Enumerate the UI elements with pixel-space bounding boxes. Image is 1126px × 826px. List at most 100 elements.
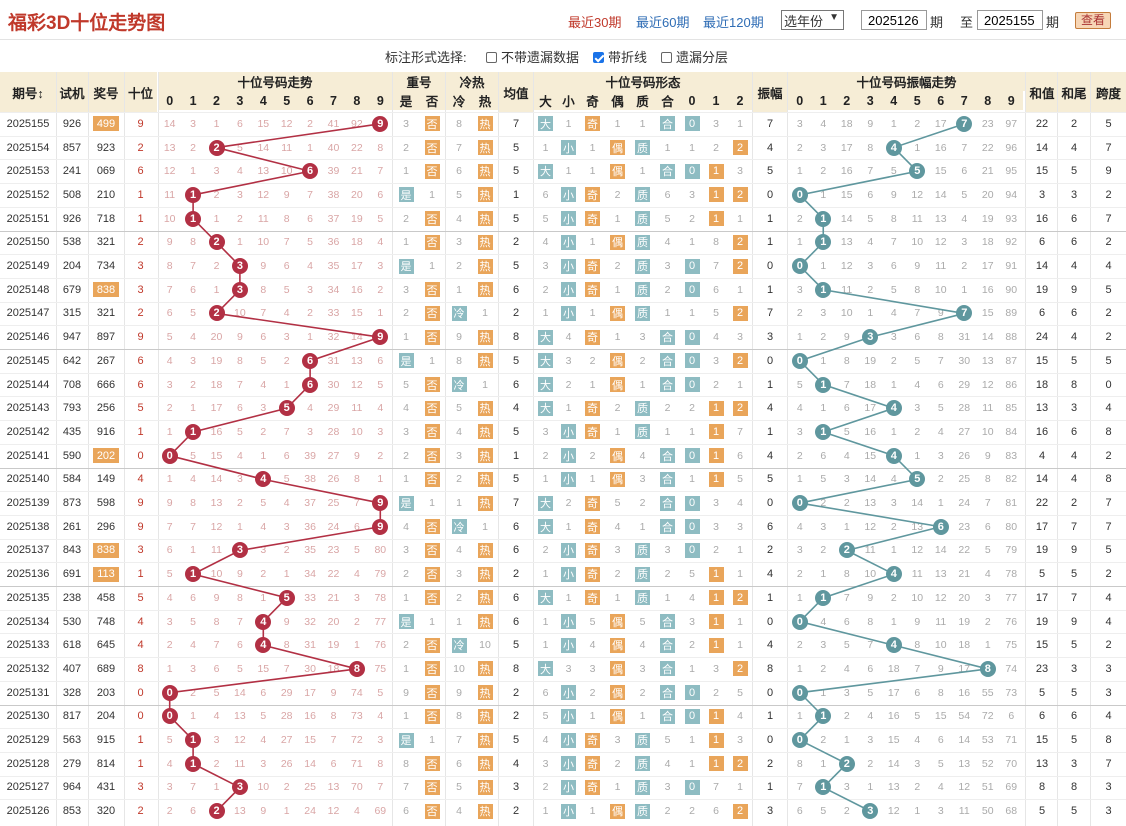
form-cell: 4 [580, 633, 605, 657]
form-value: 2 [689, 212, 695, 225]
amp-miss: 23 [981, 117, 994, 130]
period-60-link[interactable]: 最近60期 [636, 15, 690, 30]
amp-miss: 2 [843, 805, 850, 818]
amp-miss: 19 [958, 615, 971, 628]
trend-miss: 8 [330, 710, 337, 723]
year-select[interactable]: 选年份 ▼ [781, 10, 844, 30]
form-value: 3 [614, 734, 621, 747]
checkbox-layered[interactable] [661, 52, 672, 63]
repeat-value: 否 [424, 590, 440, 606]
trend-miss: 9 [236, 568, 243, 581]
hotcold-value: 10 [453, 662, 465, 675]
form-cell: 质 [630, 799, 655, 823]
option-no-miss[interactable]: 不带遗漏数据 [486, 47, 579, 66]
hotcold-value: 热 [477, 756, 493, 772]
repeat-value: 是 [398, 732, 414, 748]
form-value: 2 [664, 568, 671, 581]
tens-cell: 2 [137, 236, 144, 249]
option-polyline[interactable]: 带折线 [593, 47, 647, 66]
form-value: 0 [684, 519, 700, 535]
amp-miss: 2 [796, 449, 803, 462]
form-value: 1 [542, 805, 549, 818]
trend-miss: 23 [327, 544, 340, 557]
form-value: 2 [614, 402, 621, 415]
tens-cell: 5 [137, 591, 144, 604]
group-separator [0, 230, 1126, 232]
test-cell: 508 [62, 188, 82, 201]
form-value: 大 [538, 400, 553, 416]
hotcold-cell: 6 [446, 752, 472, 776]
amp-miss: 12 [887, 805, 900, 818]
amp-cell: 1 [766, 591, 774, 604]
hotcold-cell: 热 [472, 728, 498, 752]
amp-miss: 5 [914, 354, 921, 367]
form-cell: 3 [704, 112, 728, 136]
form-value: 3 [737, 331, 743, 344]
form-cell: 5 [704, 302, 728, 326]
form-value: 小 [561, 756, 576, 772]
form-cell: 3 [728, 728, 752, 752]
form-value: 质 [635, 305, 650, 321]
column-divider [88, 72, 89, 826]
view-button[interactable]: 查看 [1075, 12, 1111, 29]
form-cell: 1 [704, 752, 728, 776]
trend-miss: 3 [190, 354, 196, 367]
period-120-link[interactable]: 最近120期 [703, 15, 764, 30]
form-cell: 0 [680, 159, 704, 183]
trend-miss: 9 [330, 686, 337, 699]
amp-miss: 11 [958, 805, 970, 818]
trend-miss: 1 [213, 212, 220, 225]
repeat-value: 否 [424, 519, 440, 535]
form-cell: 合 [655, 610, 680, 634]
col-issue[interactable]: 期号↕ [0, 72, 56, 112]
hotcold-value: 冷 [451, 377, 467, 393]
amp-miss: 17 [981, 260, 994, 273]
from-issue-input[interactable] [861, 10, 927, 30]
form-value: 1 [542, 639, 549, 652]
trend-miss: 1 [190, 710, 196, 723]
repeat-cell: 8 [393, 752, 419, 776]
top-bar: 福彩3D十位走势图 最近30期 最近60期 最近120期 选年份▼ 期 至 期 … [0, 0, 1126, 40]
amp-miss: 6 [867, 188, 874, 201]
form-value: 1 [614, 283, 621, 296]
amp-miss: 2 [796, 141, 803, 154]
trend-ball: 1 [185, 755, 202, 772]
amp-miss: 14 [934, 188, 947, 201]
tens-cell: 8 [137, 662, 144, 675]
trend-miss: 32 [304, 615, 316, 628]
amp-miss: 6 [796, 805, 803, 818]
form-cell: 3 [534, 254, 557, 278]
trend-miss: 3 [236, 188, 243, 201]
repeat-cell: 1 [419, 183, 445, 207]
to-issue-input[interactable] [977, 10, 1043, 30]
hotcold-value: 9 [456, 686, 462, 699]
checkbox-polyline[interactable] [593, 52, 604, 63]
sum-cell: 6 [1038, 710, 1046, 723]
amp-miss: 4 [937, 425, 944, 438]
amp-miss: 2 [843, 497, 850, 510]
option-layered[interactable]: 遗漏分层 [661, 47, 728, 66]
form-cell: 1 [534, 136, 557, 160]
form-cell: 合 [655, 515, 680, 539]
amp-miss: 3 [820, 307, 827, 320]
repeat-value: 否 [424, 756, 440, 772]
checkbox-no-miss[interactable] [486, 52, 497, 63]
amp-digit-0: 0 [788, 91, 812, 110]
form-value: 奇 [585, 424, 600, 440]
trend-miss: 10 [210, 568, 223, 581]
group-separator [0, 586, 1126, 587]
form-cell: 偶 [605, 681, 630, 705]
col-prize: 奖号 [88, 72, 124, 112]
form-cell: 1 [680, 420, 704, 444]
trend-miss: 1 [283, 568, 290, 581]
trend-miss: 21 [351, 165, 363, 178]
trend-miss: 1 [260, 591, 267, 604]
test-cell: 584 [62, 473, 82, 486]
form-cell: 1 [728, 562, 752, 586]
form-value: 奇 [585, 116, 600, 132]
amp-miss: 11 [911, 212, 923, 225]
form-value: 合 [660, 163, 675, 179]
period-30-link[interactable]: 最近30期 [568, 15, 622, 30]
trend-miss: 9 [260, 260, 267, 273]
trend-ball: 4 [255, 471, 272, 488]
